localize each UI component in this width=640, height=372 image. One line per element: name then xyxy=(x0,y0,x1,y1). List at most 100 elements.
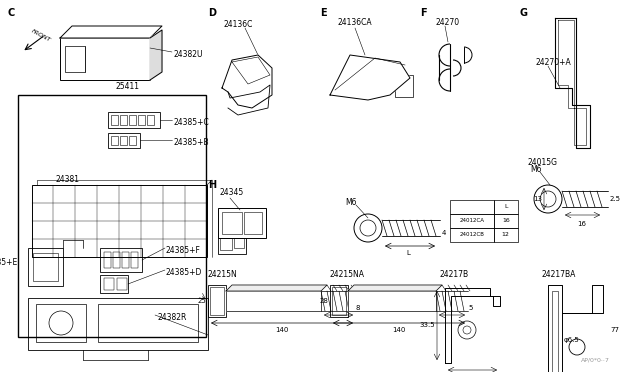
Bar xyxy=(450,228,494,242)
Bar xyxy=(218,208,266,238)
Text: 25: 25 xyxy=(197,298,206,304)
Bar xyxy=(32,185,207,257)
Bar xyxy=(65,46,85,72)
Polygon shape xyxy=(226,291,321,311)
Bar xyxy=(220,238,232,250)
Text: M6: M6 xyxy=(345,198,356,207)
Text: 5: 5 xyxy=(468,305,472,311)
Bar xyxy=(218,238,246,254)
Bar xyxy=(98,304,198,342)
Text: 2.5: 2.5 xyxy=(610,196,621,202)
Text: 24381: 24381 xyxy=(56,175,80,184)
Text: 4: 4 xyxy=(442,230,446,236)
Text: 28: 28 xyxy=(319,298,328,304)
Bar xyxy=(60,38,150,80)
Text: FRONT: FRONT xyxy=(30,28,51,42)
Bar xyxy=(234,238,244,248)
Bar xyxy=(33,253,58,281)
Text: 24382R: 24382R xyxy=(157,313,186,322)
Bar xyxy=(129,115,136,125)
Polygon shape xyxy=(226,285,327,291)
Text: C: C xyxy=(8,8,15,18)
Text: 24382U: 24382U xyxy=(174,50,204,59)
Text: 24012CB: 24012CB xyxy=(460,232,484,237)
Text: 24136CA: 24136CA xyxy=(338,18,372,27)
Bar xyxy=(494,200,518,214)
Polygon shape xyxy=(330,55,410,100)
Bar xyxy=(113,252,120,268)
Polygon shape xyxy=(60,26,162,38)
Text: AP/0*0··7: AP/0*0··7 xyxy=(581,358,610,363)
Text: 24385+C: 24385+C xyxy=(174,118,210,127)
Text: E: E xyxy=(320,8,326,18)
Bar xyxy=(117,278,127,290)
Polygon shape xyxy=(348,285,442,291)
Bar xyxy=(147,115,154,125)
Bar xyxy=(450,214,494,228)
Bar xyxy=(332,287,346,315)
Text: 12: 12 xyxy=(502,232,509,237)
Text: 24015G: 24015G xyxy=(528,158,558,167)
Text: 24012CA: 24012CA xyxy=(460,218,484,224)
Bar xyxy=(494,228,518,242)
Bar xyxy=(244,212,262,234)
Bar xyxy=(104,278,114,290)
Bar xyxy=(108,133,140,148)
Text: M6: M6 xyxy=(530,165,541,174)
Bar xyxy=(222,212,242,234)
Text: 16: 16 xyxy=(502,218,509,224)
Text: 77: 77 xyxy=(610,327,619,333)
Text: L: L xyxy=(504,205,508,209)
Bar xyxy=(330,285,348,317)
Text: 24136C: 24136C xyxy=(224,20,253,29)
Text: 24345: 24345 xyxy=(220,188,244,197)
Text: φ6.5: φ6.5 xyxy=(564,337,580,343)
Bar xyxy=(28,248,63,286)
Text: 140: 140 xyxy=(275,327,289,333)
Text: 24215NA: 24215NA xyxy=(330,270,365,279)
Bar xyxy=(120,115,127,125)
Bar xyxy=(210,287,224,315)
Text: H: H xyxy=(208,180,216,190)
Text: 13: 13 xyxy=(533,196,542,202)
Text: 24385+D: 24385+D xyxy=(166,268,202,277)
Bar xyxy=(100,275,128,293)
Bar xyxy=(100,248,142,272)
Bar xyxy=(36,304,86,342)
Text: 140: 140 xyxy=(392,327,406,333)
Polygon shape xyxy=(222,55,272,108)
Text: L: L xyxy=(406,250,410,256)
Bar xyxy=(138,115,145,125)
Bar xyxy=(28,298,208,350)
Bar xyxy=(108,112,160,128)
Bar xyxy=(111,115,118,125)
Text: 16: 16 xyxy=(577,221,586,227)
Text: F: F xyxy=(420,8,427,18)
Text: 24270: 24270 xyxy=(435,18,459,27)
Bar xyxy=(129,136,136,145)
Text: 8: 8 xyxy=(356,305,360,311)
Polygon shape xyxy=(348,291,436,311)
Bar xyxy=(122,252,129,268)
Bar xyxy=(120,136,127,145)
Bar xyxy=(104,252,111,268)
Bar xyxy=(208,285,226,317)
Bar xyxy=(131,252,138,268)
Polygon shape xyxy=(150,30,162,80)
Text: D: D xyxy=(208,8,216,18)
Bar xyxy=(18,95,206,337)
Bar xyxy=(395,75,413,97)
Bar xyxy=(494,214,518,228)
Text: 24217B: 24217B xyxy=(440,270,469,279)
Text: 24385+F: 24385+F xyxy=(166,246,201,255)
Bar xyxy=(450,200,494,214)
Text: 33.5: 33.5 xyxy=(419,322,435,328)
Bar xyxy=(111,136,118,145)
Text: 25411: 25411 xyxy=(116,82,140,91)
Text: 24385+B: 24385+B xyxy=(174,138,210,147)
Text: 24385+E: 24385+E xyxy=(0,258,18,267)
Text: G: G xyxy=(520,8,528,18)
Text: 24215N: 24215N xyxy=(208,270,237,279)
Text: 24217BA: 24217BA xyxy=(542,270,577,279)
Text: 24270+A: 24270+A xyxy=(536,58,572,67)
